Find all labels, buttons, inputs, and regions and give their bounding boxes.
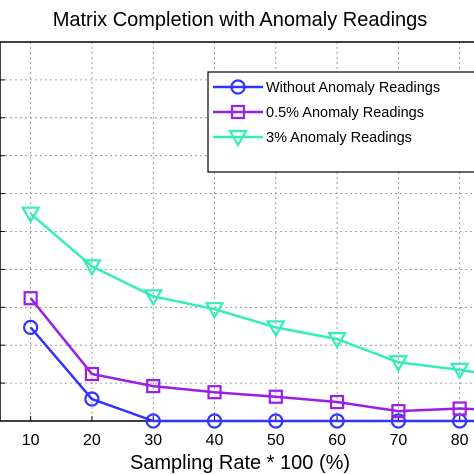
data-point xyxy=(206,413,223,429)
x-tick-label: 60 xyxy=(328,432,346,449)
data-point xyxy=(329,394,345,410)
legend: Without Anomaly Readings 0.5% Anomaly Rea… xyxy=(207,71,474,173)
data-point xyxy=(388,355,409,373)
x-axis-label: Sampling Rate * 100 (%) xyxy=(130,452,350,474)
legend-marker xyxy=(228,129,248,148)
data-point xyxy=(452,401,467,416)
data-point xyxy=(329,413,345,429)
legend-box xyxy=(207,71,474,173)
x-tick-label: 50 xyxy=(267,432,285,449)
chart-title: Matrix Completion with Anomaly Readings xyxy=(53,9,428,31)
data-point xyxy=(145,413,161,429)
data-point xyxy=(268,413,284,429)
data-point xyxy=(204,302,225,320)
x-tick-label: 40 xyxy=(206,432,224,449)
legend-label: 0.5% Anomaly Readings xyxy=(266,105,424,121)
data-point xyxy=(449,362,470,381)
legend-item: 0.5% Anomaly Readings xyxy=(213,104,424,121)
legend-item: 3% Anomaly Readings xyxy=(213,129,412,148)
x-tick-label: 70 xyxy=(389,432,407,449)
data-point xyxy=(23,319,39,335)
data-point xyxy=(268,389,283,404)
data-point xyxy=(20,206,41,224)
series-layer xyxy=(20,206,474,429)
x-tick-label: 10 xyxy=(22,432,40,449)
data-point xyxy=(265,320,286,338)
data-point xyxy=(146,379,161,394)
series-1 xyxy=(23,319,474,429)
series-2 xyxy=(23,291,474,419)
data-point xyxy=(84,391,100,407)
x-tick-label: 20 xyxy=(83,432,101,449)
data-point xyxy=(84,366,100,382)
legend-label: Without Anomaly Readings xyxy=(266,80,440,96)
legend-marker xyxy=(230,104,246,120)
data-point xyxy=(23,291,38,306)
series-line xyxy=(29,212,474,374)
data-point xyxy=(82,259,102,277)
legend-item: Without Anomaly Readings xyxy=(213,79,440,96)
data-point xyxy=(207,385,222,400)
data-point xyxy=(143,289,164,307)
data-point xyxy=(327,332,347,350)
x-axis-ticks: 10 20 30 40 50 60 70 80 xyxy=(0,79,469,449)
series-3 xyxy=(20,206,474,381)
series-line xyxy=(29,326,474,423)
legend-marker xyxy=(230,79,246,95)
legend-label: 3% Anomaly Readings xyxy=(266,130,412,146)
data-point xyxy=(391,404,406,419)
series-line xyxy=(29,297,474,413)
x-tick-label: 80 xyxy=(451,432,469,449)
x-tick-label: 30 xyxy=(144,432,162,449)
data-point xyxy=(390,413,406,429)
